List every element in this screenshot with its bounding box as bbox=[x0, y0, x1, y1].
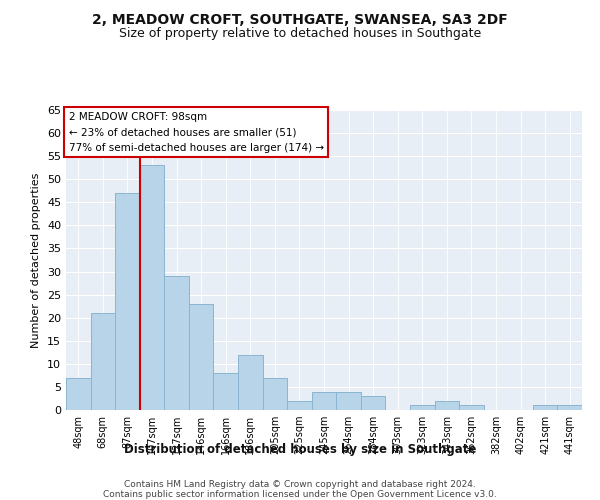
Bar bbox=[434, 401, 459, 410]
Bar bbox=[91, 313, 115, 410]
Bar bbox=[214, 373, 238, 410]
Text: Size of property relative to detached houses in Southgate: Size of property relative to detached ho… bbox=[119, 28, 481, 40]
Bar bbox=[410, 406, 434, 410]
Bar bbox=[140, 166, 164, 410]
Bar bbox=[189, 304, 214, 410]
Text: 2 MEADOW CROFT: 98sqm
← 23% of detached houses are smaller (51)
77% of semi-deta: 2 MEADOW CROFT: 98sqm ← 23% of detached … bbox=[68, 112, 324, 152]
Bar bbox=[238, 354, 263, 410]
Bar bbox=[459, 406, 484, 410]
Bar bbox=[287, 401, 312, 410]
Bar bbox=[361, 396, 385, 410]
Text: Contains public sector information licensed under the Open Government Licence v3: Contains public sector information licen… bbox=[103, 490, 497, 499]
Text: Contains HM Land Registry data © Crown copyright and database right 2024.: Contains HM Land Registry data © Crown c… bbox=[124, 480, 476, 489]
Bar bbox=[533, 406, 557, 410]
Bar bbox=[115, 193, 140, 410]
Y-axis label: Number of detached properties: Number of detached properties bbox=[31, 172, 41, 348]
Bar bbox=[312, 392, 336, 410]
Bar bbox=[263, 378, 287, 410]
Bar bbox=[557, 406, 582, 410]
Text: 2, MEADOW CROFT, SOUTHGATE, SWANSEA, SA3 2DF: 2, MEADOW CROFT, SOUTHGATE, SWANSEA, SA3… bbox=[92, 12, 508, 26]
Text: Distribution of detached houses by size in Southgate: Distribution of detached houses by size … bbox=[124, 442, 476, 456]
Bar bbox=[164, 276, 189, 410]
Bar bbox=[66, 378, 91, 410]
Bar bbox=[336, 392, 361, 410]
